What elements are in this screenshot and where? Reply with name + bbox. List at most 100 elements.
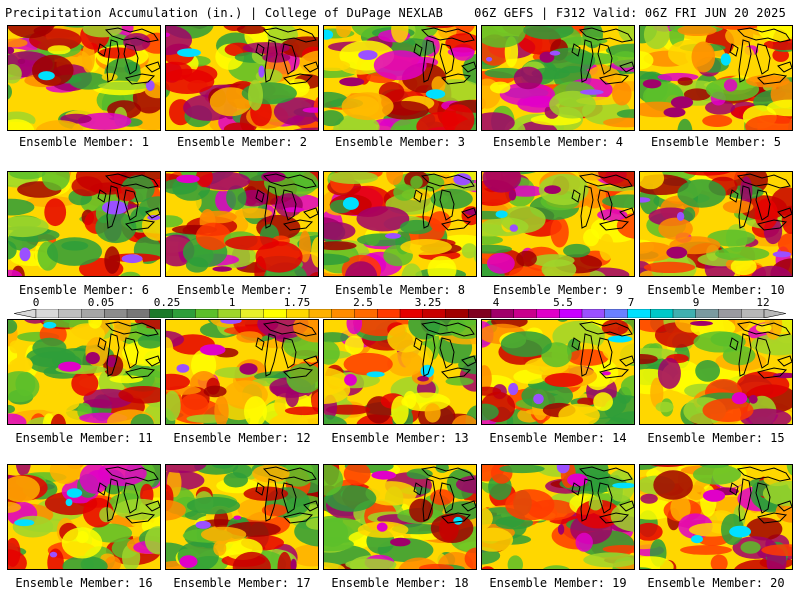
great-lakes-outline — [736, 321, 791, 337]
precip-contour — [324, 341, 340, 365]
precip-contour — [15, 465, 31, 476]
colorbar-tick-label: 2.5 — [353, 296, 373, 309]
precip-contour — [341, 92, 394, 121]
precip-contour — [214, 395, 229, 424]
precip-field — [166, 465, 318, 569]
precip-contour — [65, 498, 73, 507]
run-info: 06Z GEFS | F312 Valid: 06Z FRI JUN 20 20… — [474, 6, 786, 20]
great-lakes-outline — [255, 189, 265, 203]
precip-field — [324, 320, 476, 424]
colorbar-swatch — [81, 309, 105, 318]
precip-contour — [653, 470, 693, 500]
precip-contour — [232, 465, 253, 479]
great-lakes-outline — [281, 43, 297, 75]
great-lakes-outline — [262, 321, 317, 337]
precip-contour — [200, 526, 247, 543]
great-lakes-outline — [729, 189, 739, 203]
great-lakes-outline — [413, 482, 423, 496]
great-lakes-outline — [413, 189, 423, 203]
colorbar-swatch — [604, 309, 628, 318]
precip-contour — [736, 371, 790, 399]
precip-contour — [8, 84, 12, 100]
precip-contour — [486, 57, 493, 62]
precip-contour — [754, 198, 778, 230]
precip-contour — [166, 337, 174, 362]
precip-contour — [612, 482, 634, 489]
great-lakes-outline — [580, 185, 594, 229]
precip-contour — [657, 357, 681, 389]
precip-contour — [453, 516, 463, 525]
ensemble-member-label: Ensemble Member: 10 — [647, 283, 785, 297]
precip-contour — [382, 101, 429, 120]
precip-contour — [324, 414, 347, 424]
precip-contour — [176, 174, 200, 184]
great-lakes-outline — [738, 478, 752, 522]
precip-contour — [99, 507, 114, 523]
precip-contour — [8, 26, 55, 39]
precip-contour — [640, 556, 674, 569]
colorbar-swatch — [126, 309, 151, 318]
precip-contour — [236, 331, 263, 343]
precip-field — [324, 465, 476, 569]
great-lakes-outline — [571, 482, 581, 496]
ensemble-member-label: Ensemble Member: 8 — [334, 283, 466, 297]
precip-contour — [602, 545, 634, 554]
colorbar-tick-label: 0 — [32, 296, 40, 309]
great-lakes-outline — [422, 185, 436, 229]
great-lakes-outline — [422, 333, 436, 377]
great-lakes-outline — [599, 367, 630, 379]
precip-contour — [311, 236, 318, 268]
precip-contour — [38, 71, 55, 81]
precip-contour — [258, 65, 265, 78]
precip-contour — [427, 256, 457, 276]
precip-field — [166, 320, 318, 424]
precip-contour — [166, 32, 170, 37]
precip-contour — [420, 364, 435, 378]
colorbar-swatch — [445, 309, 469, 318]
great-lakes-outline — [736, 27, 791, 43]
precip-contour — [324, 29, 334, 40]
precip-contour — [556, 465, 570, 474]
precip-contour — [583, 552, 634, 568]
great-lakes-outline — [283, 512, 314, 524]
great-lakes-outline — [578, 173, 633, 189]
precip-contour — [612, 51, 634, 68]
precip-contour — [194, 465, 239, 475]
precip-contour — [232, 551, 271, 569]
precip-contour — [302, 107, 318, 113]
precip-contour — [47, 237, 102, 266]
colorbar-swatch — [650, 309, 674, 318]
precip-contour — [8, 198, 35, 216]
precip-contour — [8, 413, 27, 424]
great-lakes-outline — [597, 482, 613, 514]
precip-contour — [239, 363, 258, 375]
precip-contour — [8, 119, 35, 130]
ensemble-member-map — [481, 319, 635, 425]
precip-contour — [19, 247, 31, 262]
precip-contour — [409, 498, 434, 523]
precip-contour — [482, 244, 513, 254]
great-lakes-outline — [439, 482, 455, 514]
precip-contour — [763, 38, 792, 50]
precip-contour — [391, 395, 409, 424]
precip-contour — [324, 562, 345, 569]
precip-contour — [293, 127, 318, 130]
great-lakes-outline — [145, 355, 160, 367]
great-lakes-outline — [420, 466, 475, 482]
precip-contour — [243, 486, 289, 501]
precip-contour — [339, 77, 365, 87]
precip-contour — [683, 172, 731, 176]
precip-contour — [212, 266, 232, 272]
precip-contour — [324, 253, 350, 266]
precip-contour — [385, 233, 401, 239]
precip-contour — [324, 332, 349, 343]
great-lakes-outline — [255, 337, 265, 351]
precip-contour — [786, 465, 792, 476]
precip-contour — [702, 398, 754, 422]
colorbar-swatch — [308, 309, 333, 318]
precip-contour — [376, 522, 388, 532]
precip-contour — [425, 89, 446, 99]
precip-contour — [550, 216, 569, 248]
great-lakes-outline — [461, 61, 476, 73]
precip-contour — [601, 371, 611, 376]
